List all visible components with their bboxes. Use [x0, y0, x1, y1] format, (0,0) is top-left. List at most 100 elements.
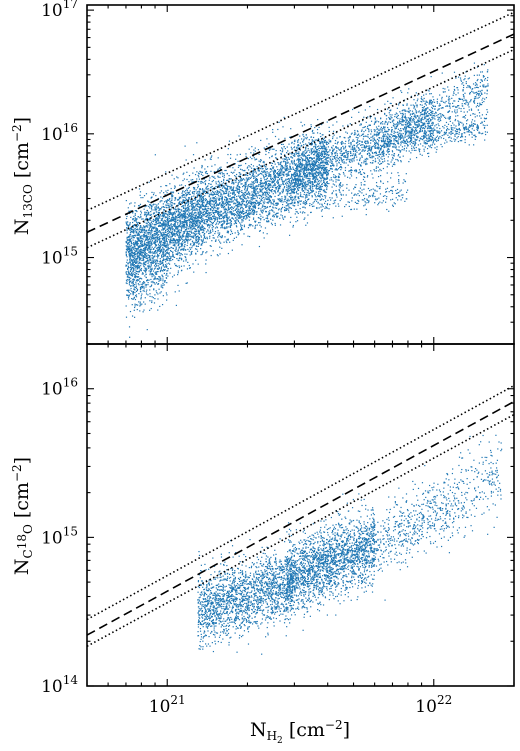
data-point: [284, 196, 287, 198]
data-point: [291, 142, 293, 144]
data-point: [138, 205, 141, 207]
data-point: [243, 196, 245, 198]
data-point: [191, 250, 193, 253]
data-point: [194, 215, 197, 217]
data-point: [158, 248, 161, 250]
data-point: [279, 171, 281, 174]
data-point: [187, 216, 189, 218]
data-point: [169, 197, 171, 200]
data-point: [199, 191, 201, 193]
data-point: [183, 215, 185, 217]
data-point: [169, 250, 172, 252]
data-point: [325, 146, 327, 148]
data-point: [205, 263, 207, 265]
data-point: [180, 215, 182, 217]
data-point: [164, 221, 166, 223]
data-point: [231, 196, 234, 199]
data-point: [136, 223, 139, 226]
data-point: [293, 174, 295, 176]
data-point: [299, 167, 301, 169]
data-point: [138, 255, 140, 257]
data-point: [276, 172, 279, 174]
data-point: [212, 207, 215, 209]
data-point: [225, 169, 227, 172]
data-point: [316, 152, 318, 155]
data-point: [175, 221, 177, 223]
data-point: [127, 246, 129, 248]
data-point: [249, 166, 251, 168]
data-point: [144, 226, 146, 229]
data-point: [273, 181, 275, 183]
data-point: [144, 211, 146, 213]
data-point: [259, 224, 261, 226]
data-point: [291, 178, 293, 180]
data-point: [249, 212, 251, 214]
data-point: [311, 140, 313, 142]
data-point: [243, 184, 245, 187]
data-point: [265, 153, 267, 156]
data-point: [156, 247, 158, 249]
data-point: [260, 186, 262, 188]
data-point: [161, 197, 164, 199]
data-point: [276, 172, 278, 175]
data-point: [245, 214, 247, 217]
data-point: [185, 238, 187, 240]
data-point: [193, 214, 195, 216]
data-point: [149, 272, 151, 274]
data-point: [254, 147, 256, 149]
data-point: [194, 209, 196, 211]
data-point: [208, 211, 210, 214]
data-point: [269, 168, 271, 170]
data-point: [170, 246, 172, 249]
data-point: [179, 184, 181, 186]
data-point: [208, 200, 211, 202]
data-point: [192, 154, 195, 156]
data-point: [169, 226, 171, 228]
data-point: [131, 250, 133, 252]
data-point: [211, 210, 214, 212]
data-point: [303, 124, 306, 126]
data-point: [187, 204, 189, 206]
data-point: [210, 222, 212, 224]
data-point: [133, 263, 135, 266]
data-point: [315, 187, 317, 190]
data-point: [211, 175, 213, 178]
data-point: [253, 168, 255, 170]
data-point: [318, 156, 320, 158]
data-point: [139, 226, 141, 228]
data-point: [264, 184, 266, 186]
data-point: [204, 232, 206, 235]
data-point: [180, 221, 182, 223]
data-point: [178, 202, 180, 204]
data-point: [309, 203, 311, 205]
data-point: [193, 219, 195, 221]
data-point: [157, 260, 159, 262]
data-point: [167, 230, 169, 233]
data-point: [201, 167, 203, 169]
data-point: [315, 184, 317, 187]
data-point: [167, 199, 170, 201]
data-point: [184, 215, 186, 217]
data-point: [208, 212, 210, 214]
data-point: [218, 191, 220, 194]
data-point: [324, 168, 327, 170]
data-point: [252, 193, 254, 195]
data-point: [253, 191, 255, 193]
data-point: [133, 261, 135, 263]
data-point: [164, 216, 166, 218]
data-point: [227, 200, 229, 202]
data-point: [173, 256, 176, 258]
data-point: [138, 266, 140, 269]
data-point: [230, 230, 233, 233]
data-point: [263, 176, 265, 178]
data-point: [193, 243, 195, 246]
data-point: [132, 293, 134, 295]
data-point: [156, 218, 158, 220]
data-point: [185, 199, 187, 201]
data-point: [146, 232, 148, 234]
data-point: [187, 201, 189, 204]
data-point: [199, 217, 201, 219]
data-point: [259, 200, 261, 202]
data-point: [201, 242, 204, 244]
data-point: [227, 211, 229, 214]
